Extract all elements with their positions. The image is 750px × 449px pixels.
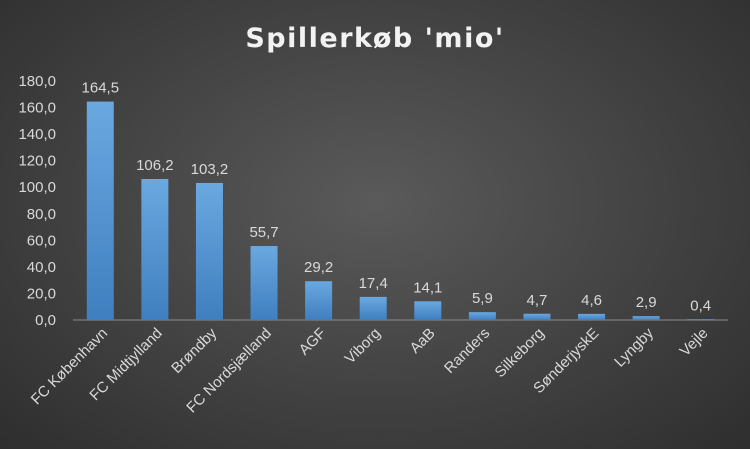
y-tick-label: 140,0: [18, 126, 56, 143]
data-label: 164,5: [82, 80, 120, 97]
bar: [195, 182, 223, 320]
bar: [687, 319, 715, 320]
x-tick-label: Vejle: [677, 325, 712, 360]
x-tick-label: AGF: [296, 325, 330, 359]
y-tick-label: 80,0: [27, 206, 56, 223]
y-tick-label: 40,0: [27, 259, 56, 276]
data-label: 4,7: [527, 292, 548, 309]
x-tick-label: Silkeborg: [492, 325, 548, 381]
x-tick-label: Viborg: [342, 325, 384, 367]
x-tick-label: Brøndby: [168, 324, 220, 376]
bar: [632, 316, 660, 320]
bars: [86, 101, 715, 320]
bar: [414, 301, 442, 320]
data-label: 17,4: [359, 275, 388, 292]
y-tick-label: 60,0: [27, 232, 56, 249]
y-tick-label: 120,0: [18, 153, 56, 170]
x-tick-label: AaB: [407, 325, 439, 357]
bar: [250, 246, 278, 320]
chart-title: Spillerkøb 'mio': [245, 23, 504, 54]
bar: [523, 313, 551, 320]
data-labels: 164,5 106,2 103,2 55,7 29,2 17,4 14,1 5,9 4,7 4,6…: [82, 80, 712, 315]
bar: [86, 101, 114, 320]
y-tick-label: 160,0: [18, 100, 56, 117]
y-tick-label: 0,0: [35, 312, 56, 329]
y-tick-label: 180,0: [18, 73, 56, 90]
data-label: 5,9: [472, 290, 493, 307]
data-label: 14,1: [413, 279, 442, 296]
y-tick-label: 20,0: [27, 285, 56, 302]
bar: [468, 312, 496, 320]
bar: [305, 281, 333, 320]
y-axis: 0,0 20,0 40,0 60,0 80,0 100,0 120,0 140,0 160,0 1…: [18, 73, 56, 329]
data-label: 103,2: [191, 161, 229, 178]
bar: [359, 296, 387, 320]
data-label: 29,2: [304, 259, 333, 276]
data-label: 55,7: [249, 224, 278, 241]
data-label: 4,6: [581, 292, 602, 309]
data-label: 0,4: [690, 297, 711, 314]
data-label: 2,9: [636, 294, 657, 311]
x-tick-label: Randers: [441, 325, 493, 377]
bar: [578, 313, 606, 320]
bar: [141, 178, 169, 320]
y-tick-label: 100,0: [18, 179, 56, 196]
data-label: 106,2: [136, 157, 174, 174]
x-tick-label: Lyngby: [611, 324, 657, 370]
